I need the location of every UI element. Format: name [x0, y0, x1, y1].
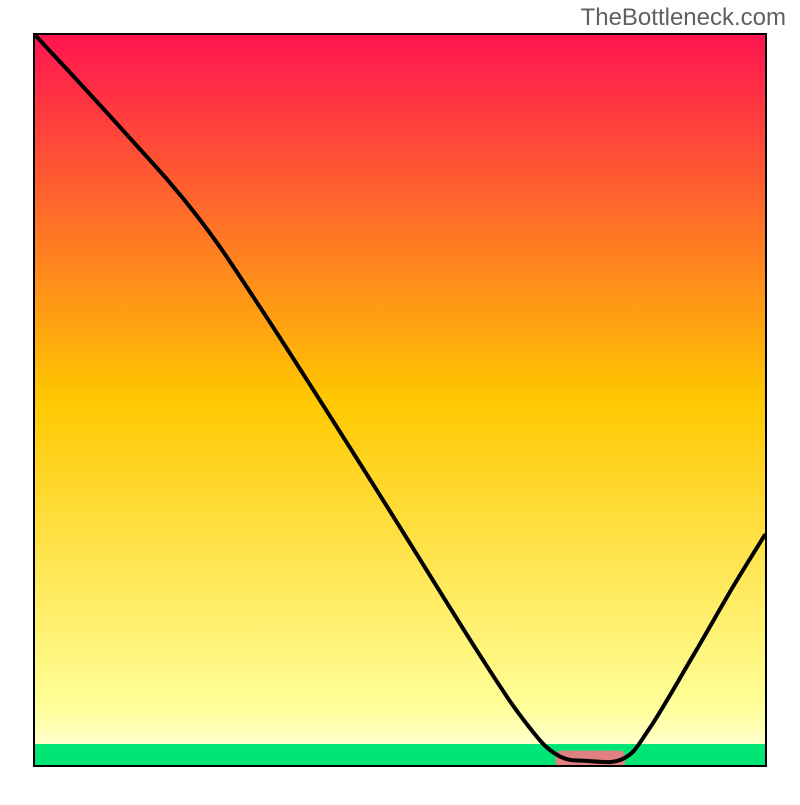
watermark-text: TheBottleneck.com — [581, 4, 786, 32]
bottleneck-chart — [0, 0, 800, 800]
